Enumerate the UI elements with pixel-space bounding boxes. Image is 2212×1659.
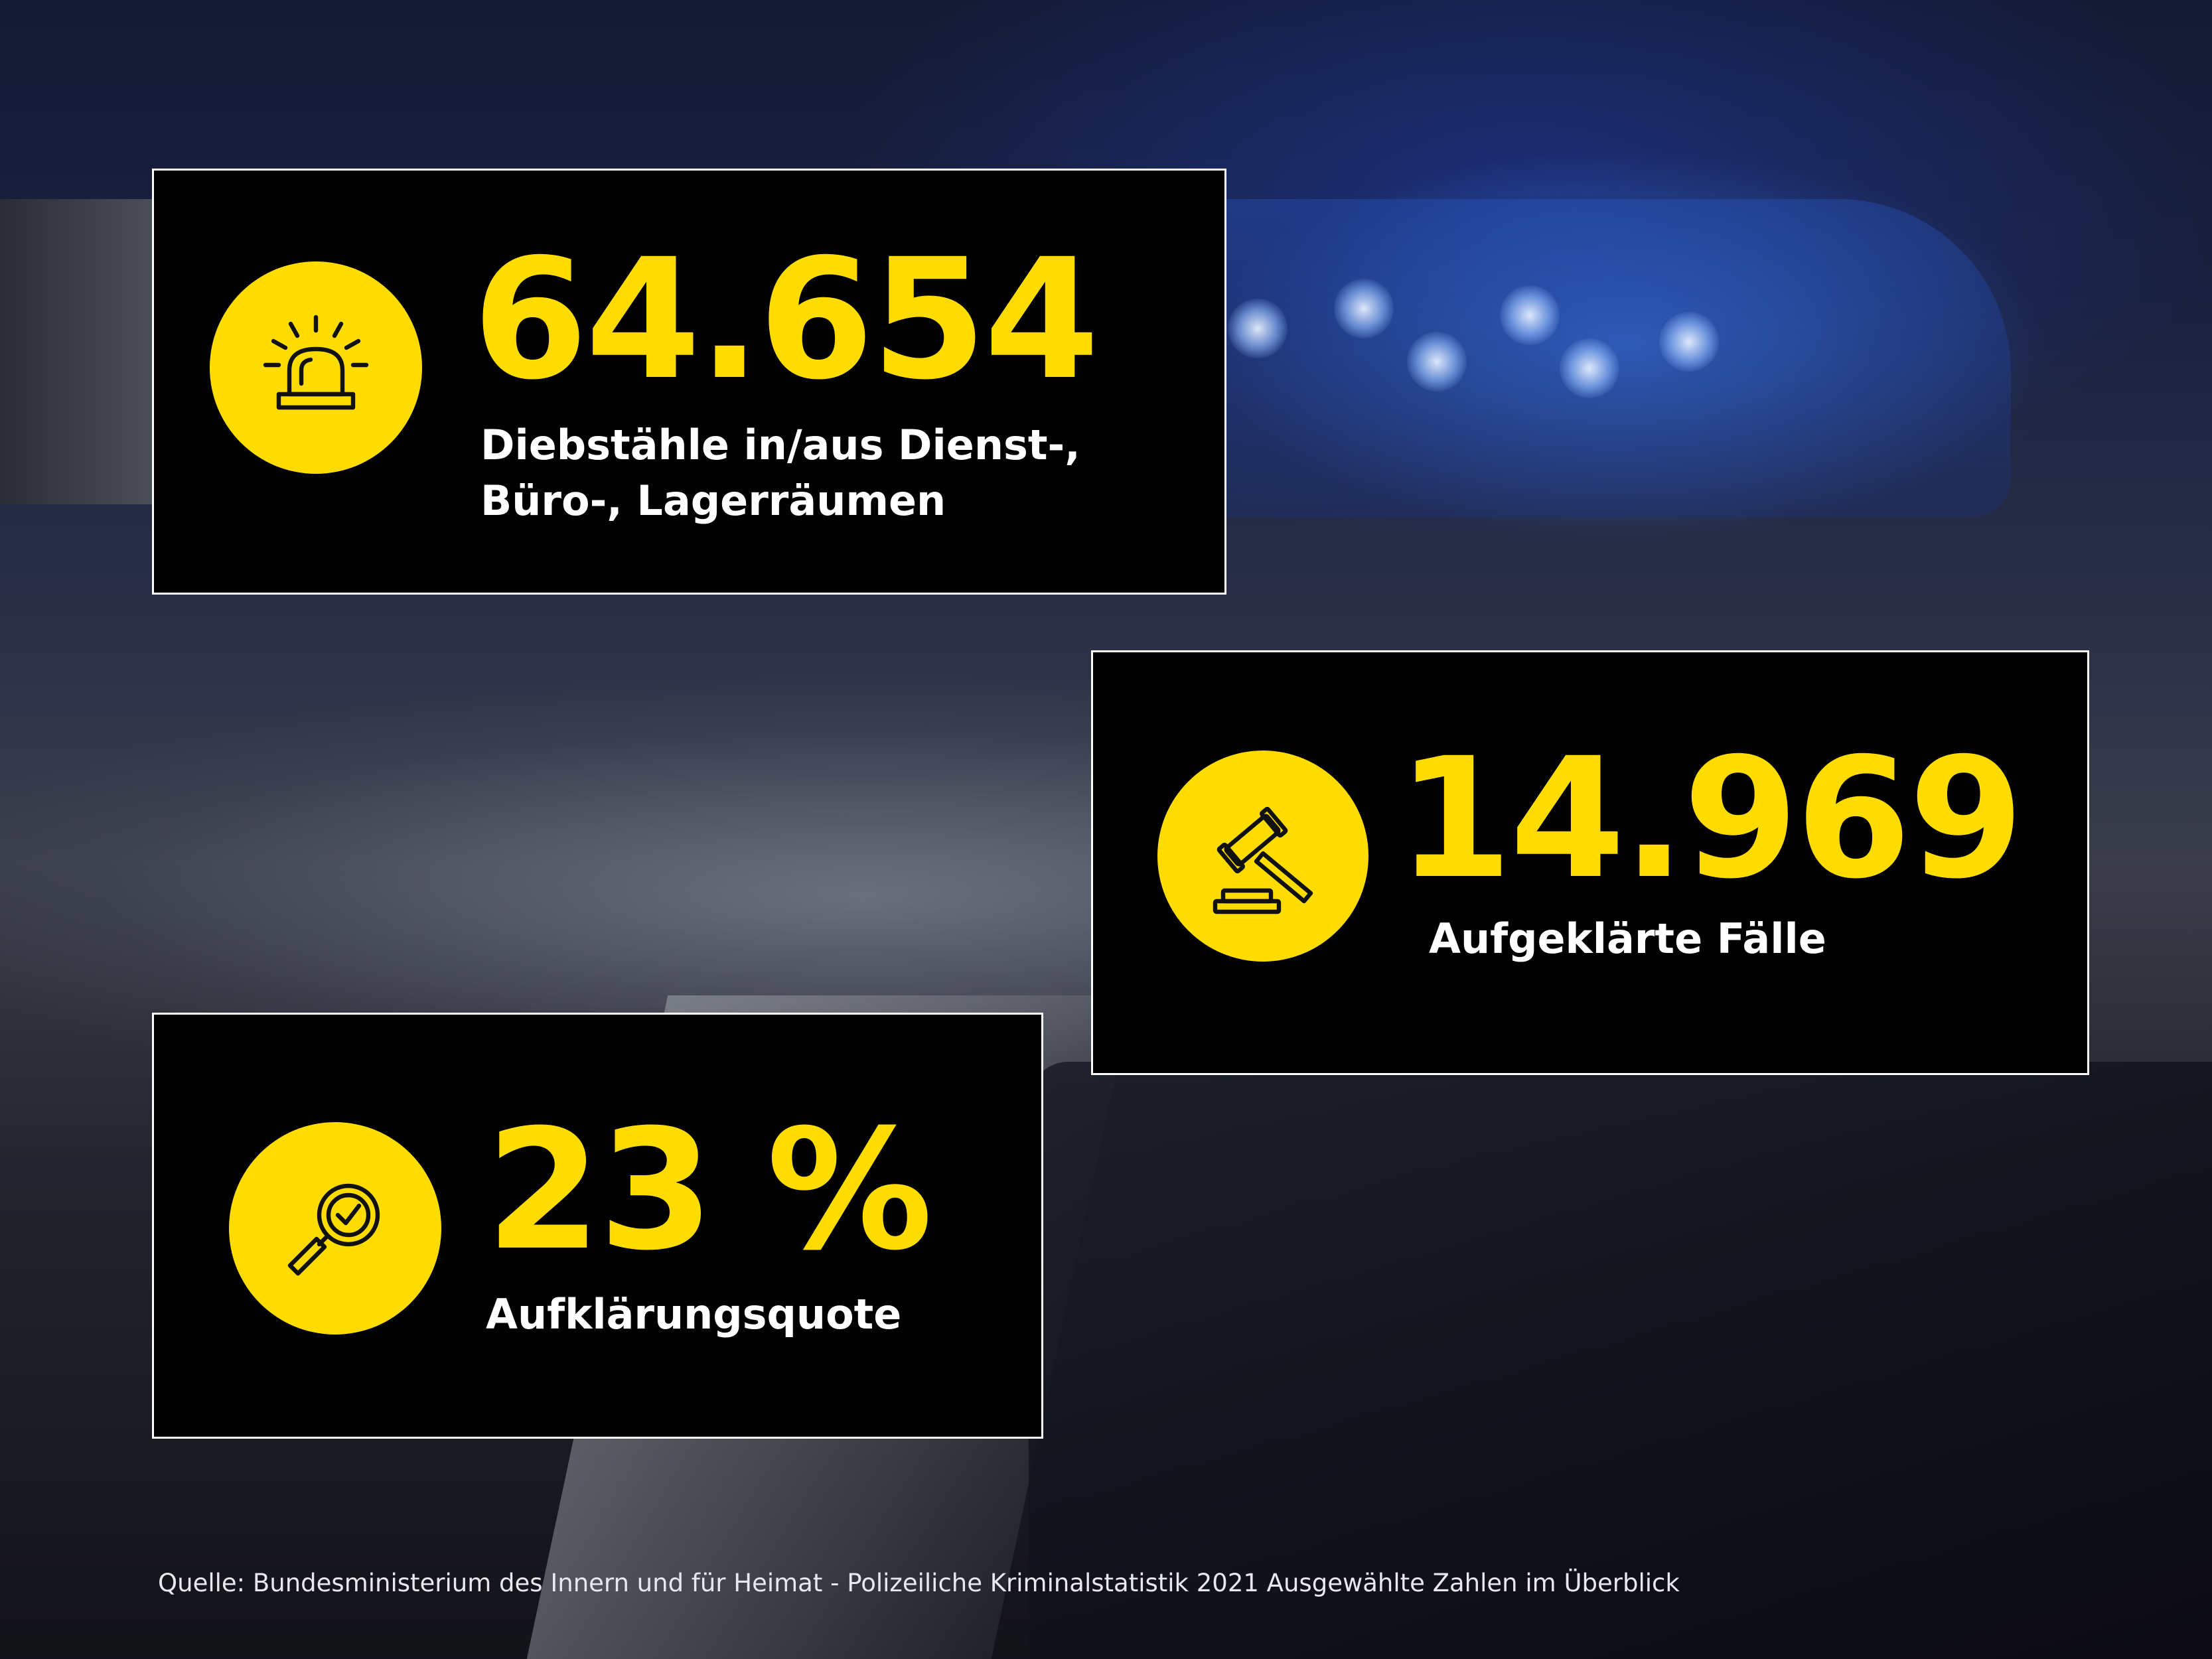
stat-label: Diebstähle in/aus Dienst-, Büro-, Lagerr… <box>480 417 1080 528</box>
background-car-roof-edge <box>0 199 153 504</box>
gavel-icon <box>1213 806 1313 914</box>
icon-badge <box>210 261 422 474</box>
stat-card-thefts: 64.654 Diebstähle in/aus Dienst-, Büro-,… <box>152 169 1226 595</box>
stat-label-line: Aufklärungsquote <box>486 1290 902 1338</box>
background-lamp <box>1659 312 1719 372</box>
background-lamp <box>1334 279 1394 338</box>
stat-label: Aufgeklärte Fälle <box>1429 911 1826 967</box>
stat-value: 64.654 <box>473 223 1100 416</box>
background-car-window <box>1029 1062 2212 1659</box>
background-lamp <box>1500 285 1560 345</box>
icon-badge <box>229 1122 441 1334</box>
stat-card-solved-cases: 14.969 Aufgeklärte Fälle <box>1091 650 2089 1075</box>
stat-value: 14.969 <box>1397 722 2024 915</box>
magnifier-check-icon <box>287 1183 380 1276</box>
stat-label: Aufklärungsquote <box>486 1287 901 1342</box>
source-note: Quelle: Bundesministerium des Innern und… <box>158 1569 1680 1597</box>
stat-label-line: Büro-, Lagerräumen <box>480 476 946 525</box>
background-lamp <box>1407 332 1467 392</box>
stat-label-line: Diebstähle in/aus Dienst-, <box>480 421 1080 469</box>
background-lamp <box>1228 299 1288 358</box>
stat-value: 23 % <box>486 1094 932 1287</box>
stat-label-line: Aufgeklärte Fälle <box>1429 914 1826 963</box>
background-lamp <box>1560 338 1619 398</box>
alarm-siren-icon <box>263 315 369 410</box>
icon-badge <box>1157 751 1368 962</box>
stat-card-clearance-rate: 23 % Aufklärungsquote <box>152 1013 1043 1439</box>
